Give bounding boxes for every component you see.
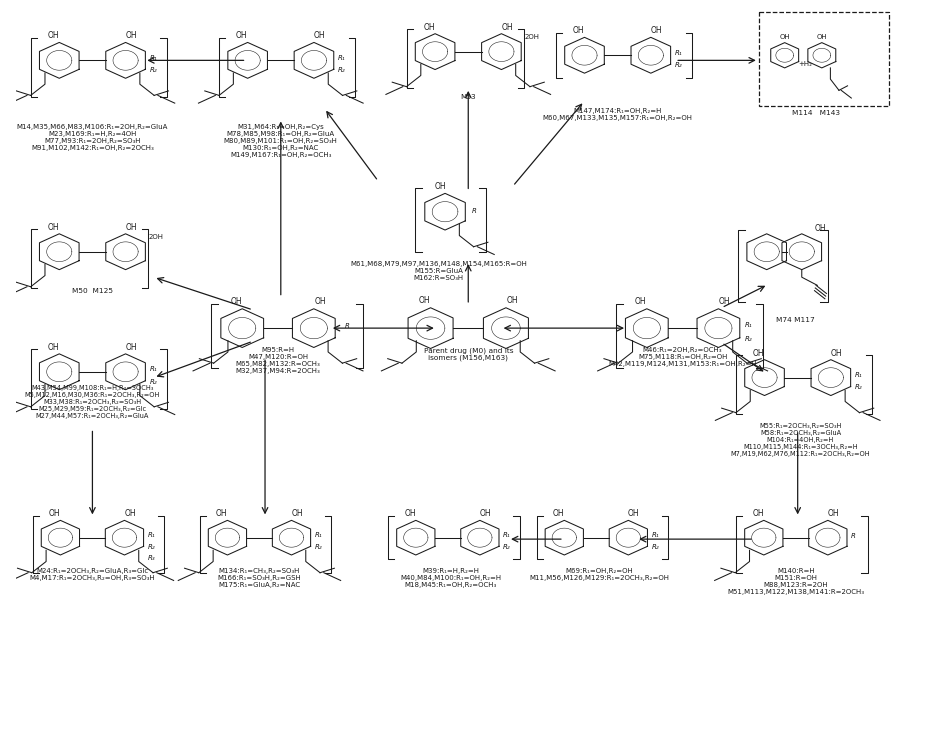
Text: R: R xyxy=(471,208,477,214)
Text: R₁: R₁ xyxy=(149,55,157,61)
Text: M95:R=H
M47,M120:R=OH
M65,M82,M132:R=OCH₃
M32,M37,M94:R=2OCH₃: M95:R=H M47,M120:R=OH M65,M82,M132:R=OCH… xyxy=(235,347,320,374)
Text: M39:R₁=H,R₂=H
M40,M84,M100:R₁=OH,R₂=H
M18,M45:R₁=OH,R₂=OCH₃: M39:R₁=H,R₂=H M40,M84,M100:R₁=OH,R₂=H M1… xyxy=(399,568,500,588)
Text: 2OH: 2OH xyxy=(148,235,163,241)
Text: M55:R₁=2OCH₃,R₂=SO₃H
M58:R₁=2OCH₃,R₂=GluA
M104:R₁=4OH,R₂=H
M110,M115,M144:R₁=3OC: M55:R₁=2OCH₃,R₂=SO₃H M58:R₁=2OCH₃,R₂=Glu… xyxy=(730,423,869,456)
Text: OH: OH xyxy=(291,510,302,518)
Text: OH: OH xyxy=(404,510,415,518)
Text: R₂: R₂ xyxy=(650,544,659,550)
Text: M46:R₁=2OH,R₂=OCH₃
M75,M118:R₁=OH,R₂=OH
M42,M119,M124,M131,M153:R₁=OH,R₂=H: M46:R₁=2OH,R₂=OCH₃ M75,M118:R₁=OH,R₂=OH … xyxy=(608,347,756,367)
Text: OH: OH xyxy=(48,222,59,232)
Text: OH: OH xyxy=(752,348,764,357)
Text: OH: OH xyxy=(48,343,59,351)
Text: OH: OH xyxy=(124,510,136,518)
Text: R₁: R₁ xyxy=(147,532,155,538)
Text: R₁: R₁ xyxy=(149,366,157,372)
Text: OH: OH xyxy=(479,510,491,518)
Text: M50  M125: M50 M125 xyxy=(72,288,112,294)
Text: M69:R₁=OH,R₂=OH
M11,M56,M126,M129:R₁=2OCH₃,R₂=OH: M69:R₁=OH,R₂=OH M11,M56,M126,M129:R₁=2OC… xyxy=(529,568,668,581)
Text: 2OH: 2OH xyxy=(524,34,539,40)
Text: R₂: R₂ xyxy=(502,544,510,550)
Text: OH: OH xyxy=(423,23,435,31)
Text: M140:R=H
M151:R=OH
M88,M123:R=2OH
M51,M113,M122,M138,M141:R=2OCH₃: M140:R=H M151:R=OH M88,M123:R=2OH M51,M1… xyxy=(727,568,864,596)
Text: M43,M54,M99,M108:R₁=H,R₂=3OCH₃
M5,M12,M16,M30,M36:R₁=2OCH₃,R₂=OH
M33,M38:R₁=2OCH: M43,M54,M99,M108:R₁=H,R₂=3OCH₃ M5,M12,M1… xyxy=(25,385,160,419)
Bar xyxy=(758,12,887,106)
Text: OH: OH xyxy=(230,297,242,306)
Text: R₁: R₁ xyxy=(650,532,659,538)
Text: R₁: R₁ xyxy=(338,55,346,61)
Text: OH: OH xyxy=(628,510,639,518)
Text: OH: OH xyxy=(236,31,247,40)
Text: M147,M174:R₁=OH,R₂=H
M60,M67,M133,M135,M157:R₁=OH,R₂=OH: M147,M174:R₁=OH,R₂=H M60,M67,M133,M135,M… xyxy=(542,109,692,122)
Text: OH: OH xyxy=(718,297,730,306)
Text: R₂: R₂ xyxy=(854,384,862,391)
Text: OH: OH xyxy=(779,34,789,40)
Text: M134:R₁=CH₃,R₂=SO₃H
M166:R₁=SO₃H,R₂=GSH
M175:R₁=GluA,R₂=NAC: M134:R₁=CH₃,R₂=SO₃H M166:R₁=SO₃H,R₂=GSH … xyxy=(217,568,301,588)
Text: OH: OH xyxy=(751,510,764,518)
Text: OH: OH xyxy=(830,348,841,357)
Text: M24:R₁=2OCH₃,R₂=GluA,R₃=Glc
M4,M17:R₁=2OCH₃,R₂=OH,R₃=SO₃H: M24:R₁=2OCH₃,R₂=GluA,R₃=Glc M4,M17:R₁=2O… xyxy=(29,568,155,581)
Text: R₂: R₂ xyxy=(314,544,322,550)
Text: OH: OH xyxy=(434,182,446,190)
Text: M61,M68,M79,M97,M136,M148,M154,M165:R=OH
M155:R=GluA
M162:R=SO₃H: M61,M68,M79,M97,M136,M148,M154,M165:R=OH… xyxy=(349,261,527,281)
Text: +H₂: +H₂ xyxy=(798,61,811,68)
Text: R: R xyxy=(344,323,349,330)
Text: R₁: R₁ xyxy=(744,322,751,328)
Text: Parent drug (M0) and its
isomers (M156,M163): Parent drug (M0) and its isomers (M156,M… xyxy=(423,347,513,361)
Text: R: R xyxy=(851,533,855,539)
Text: R₃: R₃ xyxy=(147,555,155,561)
Text: OH: OH xyxy=(49,510,60,518)
Text: OH: OH xyxy=(827,510,838,518)
Text: OH: OH xyxy=(418,296,430,305)
Text: OH: OH xyxy=(506,296,517,305)
Text: OH: OH xyxy=(572,26,584,35)
Text: OH: OH xyxy=(650,26,662,35)
Text: R₂: R₂ xyxy=(149,378,157,385)
Text: R₁: R₁ xyxy=(502,532,510,538)
Text: R₂: R₂ xyxy=(674,62,682,68)
Text: R₁: R₁ xyxy=(314,532,322,538)
Text: R₂: R₂ xyxy=(744,336,751,342)
Text: R₂: R₂ xyxy=(147,544,155,550)
Text: M53: M53 xyxy=(460,94,476,100)
Text: OH: OH xyxy=(313,31,325,40)
Text: OH: OH xyxy=(216,510,228,518)
Text: OH: OH xyxy=(634,297,646,306)
Text: OH: OH xyxy=(552,510,564,518)
Text: OH: OH xyxy=(48,31,59,40)
Text: R₂: R₂ xyxy=(149,67,157,73)
Text: OH: OH xyxy=(126,343,137,351)
Text: OH: OH xyxy=(816,34,826,40)
Text: OH: OH xyxy=(126,31,137,40)
Text: R₁: R₁ xyxy=(674,50,682,55)
Text: OH: OH xyxy=(126,222,137,232)
Text: OH: OH xyxy=(814,225,825,233)
Text: R₂: R₂ xyxy=(338,67,346,73)
Text: M74 M117: M74 M117 xyxy=(776,317,815,323)
Text: M114   M143: M114 M143 xyxy=(791,110,839,116)
Text: M31,M64:R₁=OH,R₂=Cys
M78,M85,M98:R₁=OH,R₂=GluA
M80,M89,M101:R₁=OH,R₂=SO₃H
M130:R: M31,M64:R₁=OH,R₂=Cys M78,M85,M98:R₁=OH,R… xyxy=(224,125,337,158)
Text: M14,M35,M66,M83,M106:R₁=2OH,R₂=GluA
M23,M169:R₁=H,R₂=4OH
M77,M93:R₁=2OH,R₂=SO₃H
: M14,M35,M66,M83,M106:R₁=2OH,R₂=GluA M23,… xyxy=(17,125,168,152)
Text: OH: OH xyxy=(313,297,326,306)
Text: R₁: R₁ xyxy=(854,372,862,378)
Text: OH: OH xyxy=(500,23,513,31)
